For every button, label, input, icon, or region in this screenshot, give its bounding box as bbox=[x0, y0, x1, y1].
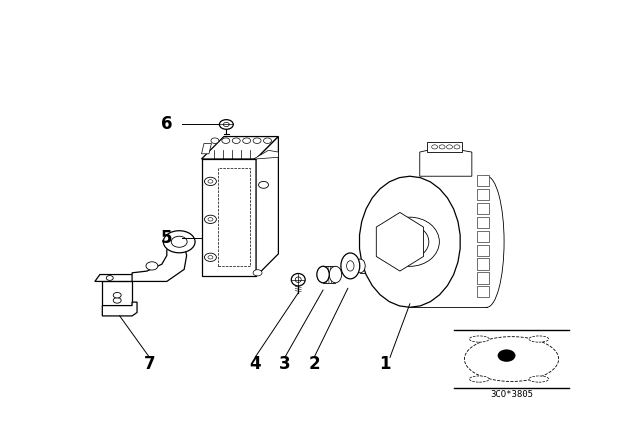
Circle shape bbox=[113, 297, 121, 303]
Bar bbox=[218, 168, 250, 266]
Bar bbox=[477, 189, 489, 200]
Polygon shape bbox=[102, 302, 137, 316]
Polygon shape bbox=[202, 143, 211, 154]
Circle shape bbox=[253, 270, 262, 276]
Text: 1: 1 bbox=[380, 355, 391, 373]
Ellipse shape bbox=[529, 376, 548, 382]
Ellipse shape bbox=[391, 225, 429, 258]
Ellipse shape bbox=[529, 336, 548, 342]
Polygon shape bbox=[410, 176, 486, 307]
Polygon shape bbox=[256, 137, 278, 276]
Ellipse shape bbox=[317, 266, 329, 283]
Ellipse shape bbox=[291, 273, 305, 286]
Polygon shape bbox=[253, 151, 278, 159]
Ellipse shape bbox=[295, 277, 301, 283]
Circle shape bbox=[172, 236, 187, 247]
Circle shape bbox=[439, 145, 445, 149]
Circle shape bbox=[211, 138, 219, 143]
Polygon shape bbox=[132, 242, 187, 281]
Polygon shape bbox=[428, 142, 462, 152]
Polygon shape bbox=[95, 275, 137, 281]
Bar bbox=[477, 258, 489, 270]
Ellipse shape bbox=[380, 217, 439, 267]
Circle shape bbox=[431, 145, 438, 149]
Circle shape bbox=[163, 231, 195, 253]
Bar bbox=[477, 175, 489, 186]
Text: 5: 5 bbox=[161, 229, 173, 247]
Polygon shape bbox=[465, 336, 559, 382]
Bar bbox=[477, 272, 489, 284]
Polygon shape bbox=[202, 159, 256, 276]
Text: 2: 2 bbox=[308, 355, 320, 373]
Polygon shape bbox=[420, 147, 472, 176]
Circle shape bbox=[232, 138, 240, 143]
Ellipse shape bbox=[355, 259, 365, 273]
Circle shape bbox=[498, 349, 515, 362]
Circle shape bbox=[205, 177, 216, 185]
Circle shape bbox=[259, 181, 269, 188]
Circle shape bbox=[454, 145, 460, 149]
Text: 6: 6 bbox=[161, 116, 173, 134]
Circle shape bbox=[243, 138, 251, 143]
Circle shape bbox=[220, 120, 233, 129]
Circle shape bbox=[264, 138, 271, 143]
Text: 4: 4 bbox=[249, 355, 261, 373]
Circle shape bbox=[205, 253, 216, 262]
Polygon shape bbox=[376, 212, 424, 271]
Polygon shape bbox=[202, 137, 278, 159]
Circle shape bbox=[146, 262, 158, 270]
Text: 3: 3 bbox=[279, 355, 291, 373]
Ellipse shape bbox=[469, 176, 504, 307]
Bar bbox=[477, 245, 489, 256]
Ellipse shape bbox=[469, 336, 489, 342]
Circle shape bbox=[208, 218, 213, 221]
Circle shape bbox=[447, 145, 452, 149]
Bar bbox=[477, 231, 489, 242]
Ellipse shape bbox=[329, 266, 342, 283]
Polygon shape bbox=[360, 176, 460, 307]
Circle shape bbox=[253, 138, 261, 143]
Circle shape bbox=[106, 276, 113, 280]
Ellipse shape bbox=[401, 235, 419, 249]
Circle shape bbox=[208, 180, 213, 183]
Bar bbox=[477, 217, 489, 228]
Circle shape bbox=[222, 138, 230, 143]
Ellipse shape bbox=[341, 253, 360, 279]
Ellipse shape bbox=[469, 376, 489, 382]
Bar bbox=[477, 203, 489, 214]
Polygon shape bbox=[102, 281, 132, 306]
Circle shape bbox=[113, 293, 121, 298]
Ellipse shape bbox=[347, 261, 354, 271]
Bar bbox=[477, 286, 489, 297]
Text: 7: 7 bbox=[143, 355, 156, 373]
Circle shape bbox=[208, 255, 213, 259]
Text: 3CO*3805: 3CO*3805 bbox=[490, 390, 533, 399]
Circle shape bbox=[205, 215, 216, 224]
Circle shape bbox=[223, 122, 229, 126]
